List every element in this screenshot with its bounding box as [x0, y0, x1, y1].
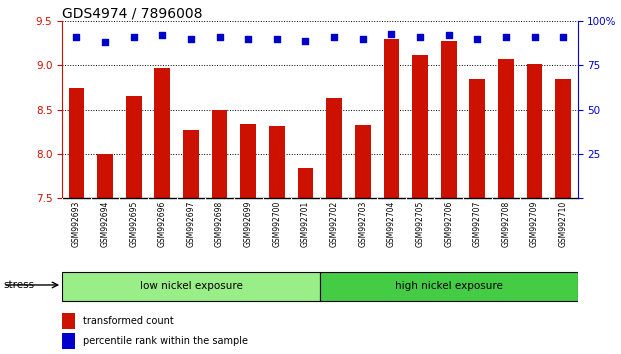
Point — [243, 36, 253, 42]
Text: GSM992694: GSM992694 — [101, 200, 109, 247]
Point — [415, 34, 425, 40]
Bar — [555, 79, 571, 198]
Text: GSM992696: GSM992696 — [158, 200, 167, 247]
Text: percentile rank within the sample: percentile rank within the sample — [83, 336, 248, 346]
Bar — [269, 126, 285, 198]
Point — [329, 34, 339, 40]
Bar — [62, 313, 75, 329]
Text: GSM992698: GSM992698 — [215, 200, 224, 247]
Bar — [469, 79, 485, 198]
Text: GSM992702: GSM992702 — [330, 200, 338, 247]
Point — [272, 36, 282, 42]
Bar — [183, 130, 199, 198]
Point — [473, 36, 483, 42]
Bar — [384, 39, 399, 198]
Point — [301, 38, 310, 44]
Bar — [62, 333, 75, 349]
Point — [215, 34, 225, 40]
Text: GSM992709: GSM992709 — [530, 200, 539, 247]
Bar — [212, 110, 227, 198]
Bar — [240, 124, 256, 198]
Bar — [412, 55, 428, 198]
Point — [530, 34, 540, 40]
FancyBboxPatch shape — [62, 273, 320, 301]
Text: GSM992704: GSM992704 — [387, 200, 396, 247]
Text: transformed count: transformed count — [83, 316, 173, 326]
Text: GSM992706: GSM992706 — [444, 200, 453, 247]
Point — [129, 34, 138, 40]
Text: GSM992710: GSM992710 — [559, 200, 568, 247]
Text: GSM992695: GSM992695 — [129, 200, 138, 247]
Text: GSM992701: GSM992701 — [301, 200, 310, 247]
FancyBboxPatch shape — [320, 273, 578, 301]
Point — [358, 36, 368, 42]
Point — [386, 31, 396, 36]
Text: GSM992699: GSM992699 — [243, 200, 253, 247]
Point — [100, 40, 110, 45]
Bar — [155, 68, 170, 198]
Bar — [97, 154, 113, 198]
Point — [157, 33, 167, 38]
Text: high nickel exposure: high nickel exposure — [395, 281, 502, 291]
Bar — [297, 168, 314, 198]
Text: GSM992705: GSM992705 — [415, 200, 425, 247]
Bar — [498, 59, 514, 198]
Bar — [441, 41, 456, 198]
Text: GSM992693: GSM992693 — [72, 200, 81, 247]
Text: GSM992708: GSM992708 — [501, 200, 510, 247]
Text: GDS4974 / 7896008: GDS4974 / 7896008 — [62, 6, 202, 20]
Text: GSM992697: GSM992697 — [186, 200, 196, 247]
Text: low nickel exposure: low nickel exposure — [140, 281, 242, 291]
Bar — [126, 96, 142, 198]
Point — [186, 36, 196, 42]
Bar — [326, 98, 342, 198]
Text: GSM992700: GSM992700 — [273, 200, 281, 247]
Point — [501, 34, 511, 40]
Text: GSM992703: GSM992703 — [358, 200, 367, 247]
Bar — [68, 88, 84, 198]
Text: GSM992707: GSM992707 — [473, 200, 482, 247]
Point — [558, 34, 568, 40]
Bar — [355, 125, 371, 198]
Text: stress: stress — [3, 280, 34, 290]
Bar — [527, 64, 543, 198]
Point — [71, 34, 81, 40]
Point — [443, 33, 453, 38]
